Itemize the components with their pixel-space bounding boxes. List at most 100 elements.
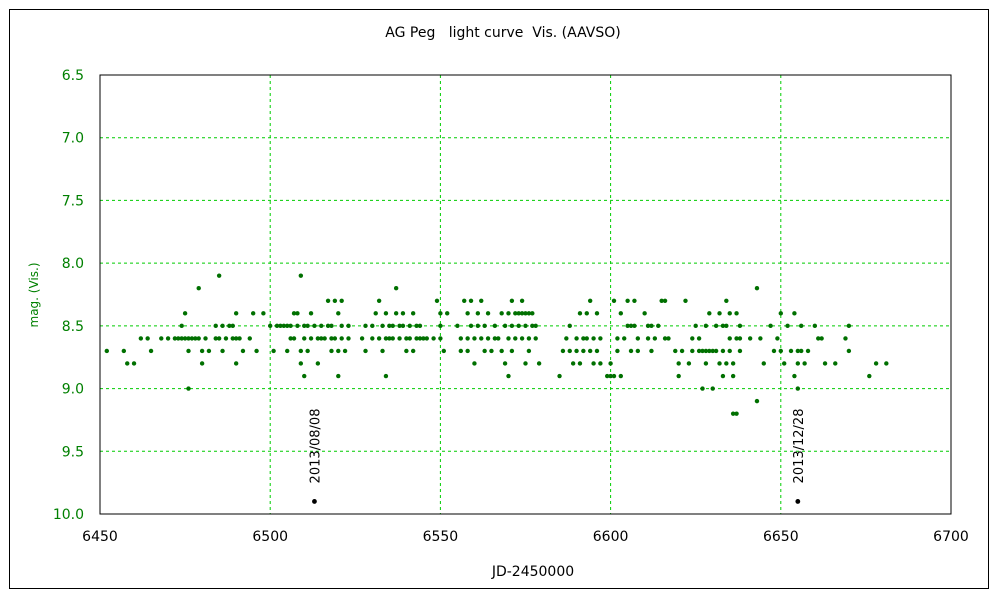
data-point bbox=[516, 323, 521, 329]
data-point bbox=[526, 311, 532, 316]
data-point bbox=[584, 311, 589, 316]
data-point bbox=[526, 336, 532, 341]
y-tick-label: 8.0 bbox=[62, 256, 84, 272]
data-point bbox=[319, 336, 324, 341]
data-point bbox=[506, 336, 511, 341]
data-point bbox=[346, 336, 351, 341]
data-point bbox=[475, 311, 481, 316]
data-point bbox=[237, 336, 242, 341]
data-point bbox=[182, 311, 188, 316]
data-point bbox=[594, 348, 600, 354]
data-point bbox=[608, 361, 613, 366]
data-point bbox=[587, 348, 593, 354]
data-point bbox=[383, 373, 389, 379]
data-point bbox=[479, 336, 484, 341]
data-point bbox=[530, 311, 535, 316]
annotation-point bbox=[312, 499, 317, 504]
data-point bbox=[220, 323, 225, 329]
data-point bbox=[199, 348, 205, 354]
data-point bbox=[737, 323, 743, 329]
data-point bbox=[703, 323, 709, 329]
data-point bbox=[397, 323, 402, 329]
data-point bbox=[468, 298, 474, 303]
data-point bbox=[254, 348, 259, 354]
x-tick-label: 6600 bbox=[593, 529, 629, 545]
data-point bbox=[730, 411, 736, 416]
data-point bbox=[799, 348, 804, 354]
data-point bbox=[713, 348, 719, 354]
data-point bbox=[567, 323, 572, 329]
data-point bbox=[673, 348, 678, 354]
data-point bbox=[319, 323, 324, 329]
data-point bbox=[325, 323, 331, 329]
data-point bbox=[329, 348, 334, 354]
data-point bbox=[302, 336, 307, 341]
data-point bbox=[332, 298, 338, 303]
data-point bbox=[455, 323, 460, 329]
data-point bbox=[730, 373, 736, 379]
data-point bbox=[393, 311, 399, 316]
data-point bbox=[196, 286, 201, 291]
data-point bbox=[417, 336, 423, 341]
data-point bbox=[656, 323, 661, 329]
data-point bbox=[587, 298, 593, 303]
data-point bbox=[666, 336, 671, 341]
data-point bbox=[843, 336, 848, 341]
data-point bbox=[577, 361, 583, 366]
data-point bbox=[604, 373, 610, 379]
data-point bbox=[482, 348, 487, 354]
data-point bbox=[472, 361, 477, 366]
data-point bbox=[519, 336, 525, 341]
y-tick-label: 6.5 bbox=[62, 68, 84, 84]
data-point bbox=[598, 361, 603, 366]
data-point bbox=[713, 323, 719, 329]
data-point bbox=[485, 336, 491, 341]
data-point bbox=[172, 336, 178, 341]
data-point bbox=[628, 323, 634, 329]
data-point bbox=[298, 361, 304, 366]
data-point bbox=[598, 336, 603, 341]
data-point bbox=[285, 323, 290, 329]
data-point bbox=[302, 373, 307, 379]
data-point bbox=[526, 348, 532, 354]
data-point bbox=[574, 348, 579, 354]
data-point bbox=[315, 336, 321, 341]
data-point bbox=[754, 286, 760, 291]
annotations: 2013/08/08 2013/12/28 bbox=[308, 409, 807, 504]
data-point bbox=[649, 348, 654, 354]
data-point bbox=[468, 323, 474, 329]
x-tick-label: 6650 bbox=[763, 529, 799, 545]
data-points bbox=[104, 273, 889, 416]
data-point bbox=[291, 311, 297, 316]
data-point bbox=[591, 361, 596, 366]
data-point bbox=[305, 323, 310, 329]
data-point bbox=[302, 323, 307, 329]
data-point bbox=[216, 273, 222, 278]
x-tick-label: 6700 bbox=[933, 529, 969, 545]
data-point bbox=[305, 348, 310, 354]
data-point bbox=[560, 348, 566, 354]
data-point bbox=[274, 323, 280, 329]
data-point bbox=[298, 348, 304, 354]
data-point bbox=[513, 336, 518, 341]
x-tick-label: 6500 bbox=[252, 529, 288, 545]
data-point bbox=[884, 361, 889, 366]
data-point bbox=[662, 298, 668, 303]
data-point bbox=[465, 311, 470, 316]
data-point bbox=[496, 336, 501, 341]
data-point bbox=[690, 348, 695, 354]
data-point bbox=[768, 323, 773, 329]
data-point bbox=[822, 361, 828, 366]
data-point bbox=[336, 373, 341, 379]
data-point bbox=[247, 336, 252, 341]
data-point bbox=[182, 336, 188, 341]
data-point bbox=[696, 348, 702, 354]
data-point bbox=[315, 361, 321, 366]
data-point bbox=[802, 361, 807, 366]
data-point bbox=[506, 311, 511, 316]
data-point bbox=[414, 323, 419, 329]
data-point bbox=[383, 311, 389, 316]
data-point bbox=[676, 373, 681, 379]
data-point bbox=[489, 348, 494, 354]
data-point bbox=[676, 361, 681, 366]
